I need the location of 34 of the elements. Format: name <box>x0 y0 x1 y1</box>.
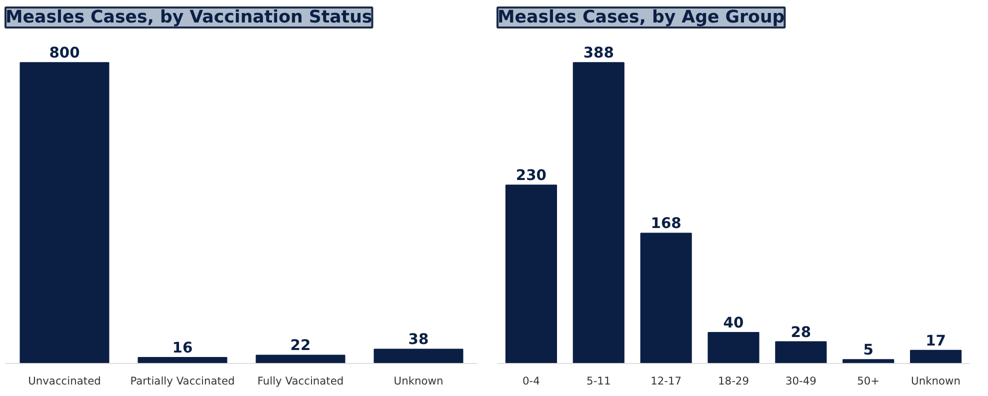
bar <box>20 62 110 364</box>
x-tick-label: 30-49 <box>785 374 817 388</box>
chart-title: Measles Cases, by Vaccination Status <box>6 8 372 28</box>
x-tick-label: 18-29 <box>718 374 750 388</box>
bar <box>256 354 346 364</box>
data-label: 40 <box>723 314 744 332</box>
data-label: 22 <box>290 337 311 354</box>
bar <box>775 341 827 364</box>
data-label: 16 <box>172 339 193 356</box>
data-label: 230 <box>516 167 547 184</box>
bar <box>708 332 760 364</box>
data-label: 38 <box>408 331 429 348</box>
x-tick-label: 12-17 <box>650 374 682 388</box>
x-tick-label: Unknown <box>911 374 961 388</box>
bar <box>374 348 464 364</box>
data-label: 28 <box>790 324 812 341</box>
x-tick-label: Partially Vaccinated <box>130 374 235 388</box>
x-tick-label: 0-4 <box>522 374 540 388</box>
bar <box>910 350 962 364</box>
data-label: 388 <box>583 44 614 62</box>
x-tick-label: 5-11 <box>586 374 611 388</box>
x-tick-label: Fully Vaccinated <box>257 374 344 388</box>
data-label: 17 <box>926 332 946 350</box>
x-tick-label: 50+ <box>857 374 880 388</box>
data-label: 5 <box>863 342 874 359</box>
bar <box>572 62 624 364</box>
bar <box>505 184 557 364</box>
x-tick-label: Unvaccinated <box>28 374 101 388</box>
bar <box>842 359 894 364</box>
bar <box>138 356 228 364</box>
x-tick-label: Unknown <box>394 374 444 388</box>
data-label: 168 <box>650 215 682 232</box>
bar <box>640 232 692 364</box>
data-label: 800 <box>49 44 80 62</box>
